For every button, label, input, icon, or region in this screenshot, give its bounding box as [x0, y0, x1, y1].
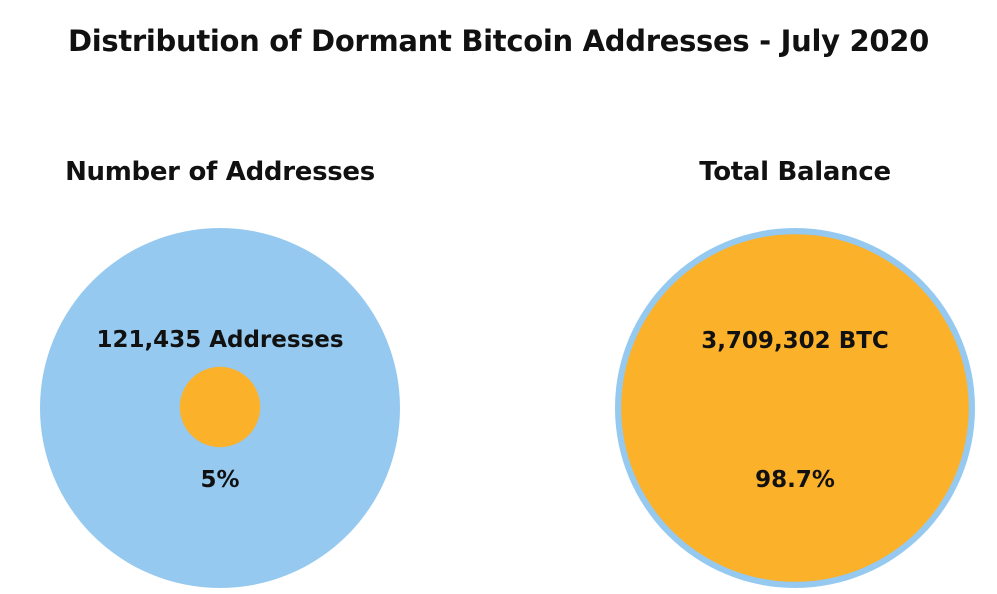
- chart-title: Distribution of Dormant Bitcoin Addresse…: [67, 24, 930, 58]
- value-label-addresses: 121,435 Addresses: [96, 327, 343, 353]
- panel-subtitle-addresses: Number of Addresses: [65, 157, 375, 187]
- inner-circle-balance: [621, 234, 969, 582]
- share-label-balance: 98.7%: [755, 467, 835, 493]
- panel-subtitle-balance: Total Balance: [699, 157, 891, 187]
- inner-circle-addresses: [179, 366, 261, 448]
- share-label-addresses: 5%: [200, 467, 239, 493]
- value-label-balance: 3,709,302 BTC: [701, 328, 889, 354]
